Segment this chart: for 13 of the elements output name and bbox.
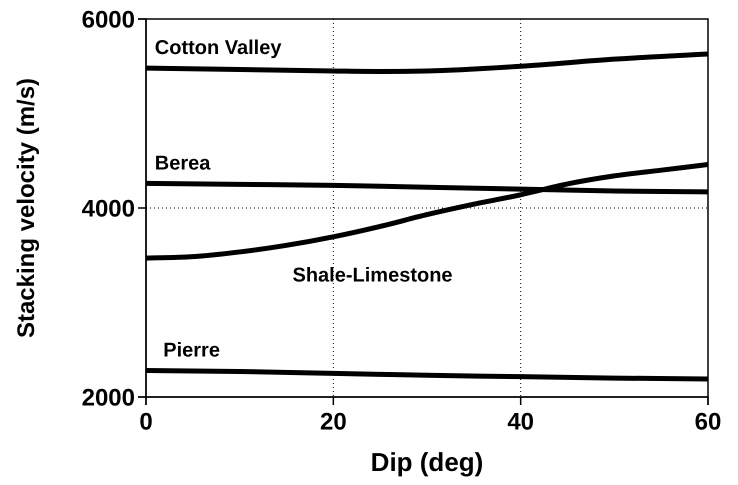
x-axis-title: Dip (deg) [370, 447, 484, 477]
y-tick-label: 6000 [82, 6, 135, 34]
series-label: Cotton Valley [154, 37, 282, 60]
x-tick-label: 0 [139, 408, 153, 436]
series-label: Berea [154, 152, 212, 174]
y-axis-title: Stacking velocity (m/s) [13, 78, 40, 338]
series-label: Shale-Limestone [292, 264, 453, 286]
x-tick-label: 20 [320, 408, 347, 436]
x-tick-label: 40 [507, 408, 534, 436]
x-tick-label: 60 [694, 408, 722, 436]
y-tick-label: 2000 [82, 384, 135, 412]
y-tick-label: 4000 [82, 195, 135, 222]
series-label: Pierre [163, 340, 220, 362]
